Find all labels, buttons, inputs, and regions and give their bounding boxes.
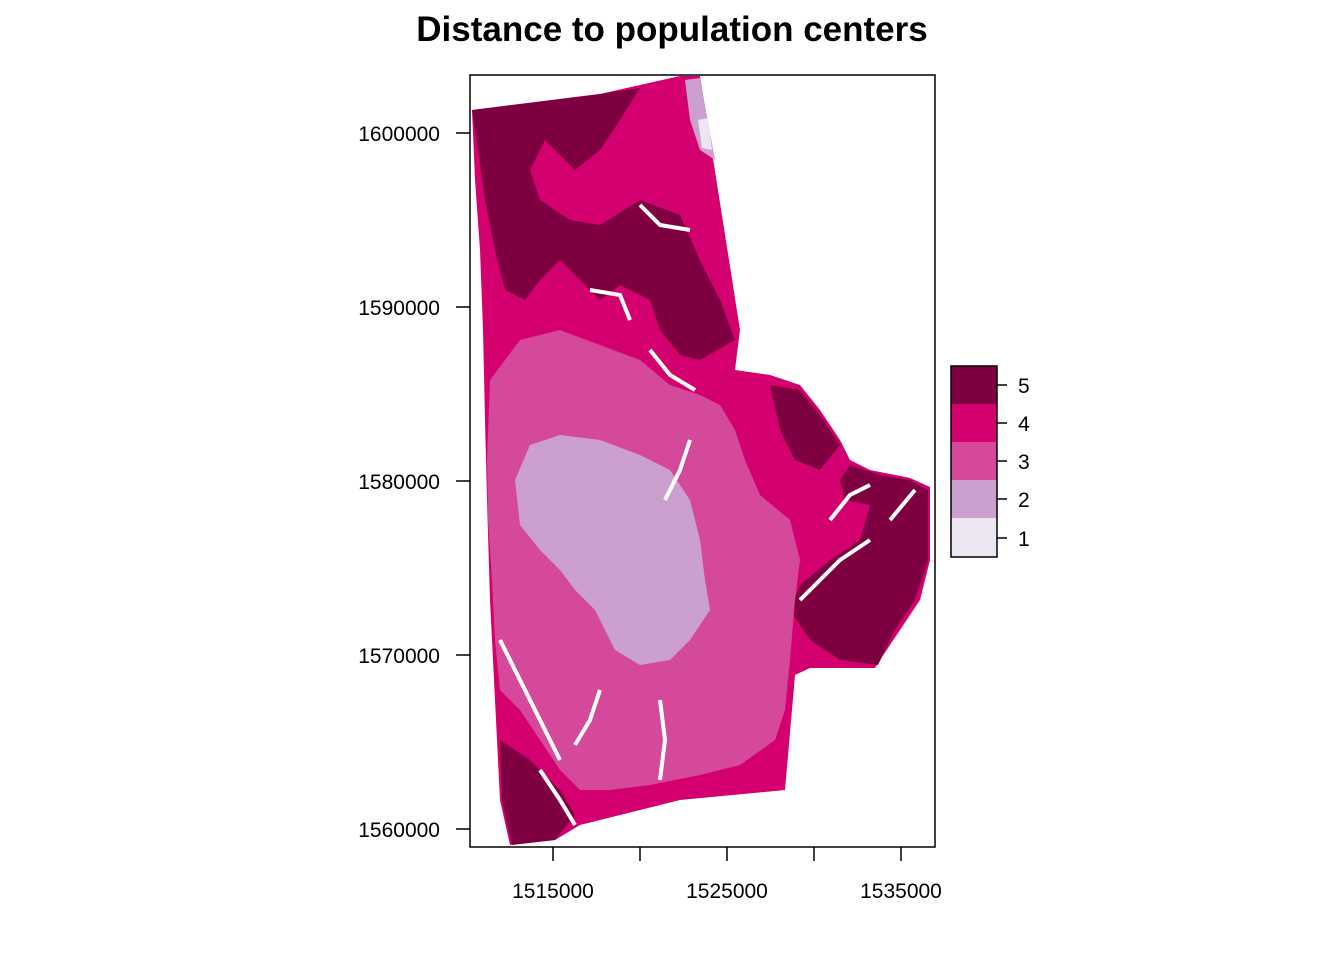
raster-map xyxy=(472,76,930,845)
plot-frame xyxy=(469,74,936,848)
map-title: Distance to population centers xyxy=(416,10,928,49)
x-axis xyxy=(552,847,902,861)
nodata-streams xyxy=(498,203,917,827)
y-tick-label-1600000: 1600000 xyxy=(358,123,440,146)
legend-swatch-2 xyxy=(951,480,997,518)
legend: 5 4 3 2 1 xyxy=(950,365,1030,558)
legend-label-4: 4 xyxy=(1018,413,1030,436)
legend-swatch-4 xyxy=(951,404,997,442)
x-tick-label-1515000: 1515000 xyxy=(512,880,594,903)
legend-label-3: 3 xyxy=(1018,451,1030,474)
legend-label-1: 1 xyxy=(1018,528,1030,551)
x-tick-label-1535000: 1535000 xyxy=(860,880,942,903)
map-class-5-east xyxy=(770,385,840,470)
y-tick-label-1590000: 1590000 xyxy=(358,297,440,320)
y-tick-label-1560000: 1560000 xyxy=(358,819,440,842)
x-tick-label-1525000: 1525000 xyxy=(686,880,768,903)
y-tick-label-1580000: 1580000 xyxy=(358,471,440,494)
legend-swatch-3 xyxy=(951,442,997,480)
y-tick-label-1570000: 1570000 xyxy=(358,645,440,668)
map-class-5-north xyxy=(472,88,735,360)
legend-label-5: 5 xyxy=(1018,375,1030,398)
map-class-2-region xyxy=(515,435,710,665)
y-axis xyxy=(456,132,470,830)
map-class-5-southwest xyxy=(500,740,575,845)
legend-label-2: 2 xyxy=(1018,489,1030,512)
legend-swatch-5 xyxy=(951,366,997,404)
legend-swatch-1 xyxy=(951,518,997,557)
map-class-1-north xyxy=(698,118,712,150)
